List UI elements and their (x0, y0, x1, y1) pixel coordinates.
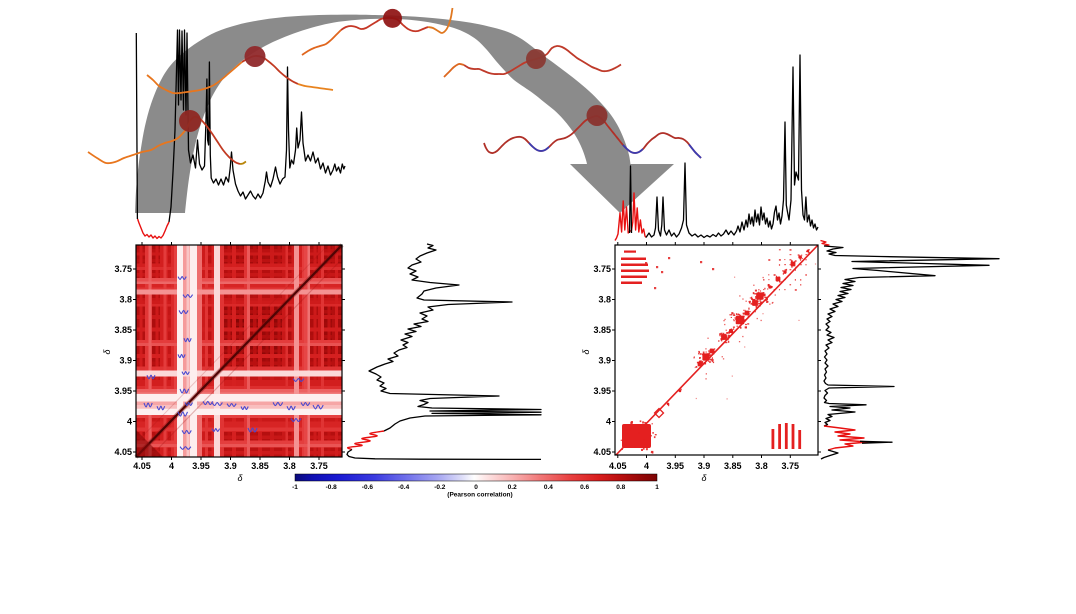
svg-text:4: 4 (169, 461, 174, 471)
svg-text:4.05: 4.05 (609, 461, 627, 471)
svg-text:3.75: 3.75 (114, 264, 132, 274)
svg-text:1: 1 (655, 484, 659, 491)
svg-text:δ: δ (102, 349, 112, 355)
svg-text:3.85: 3.85 (593, 325, 611, 335)
svg-text:δ: δ (701, 473, 707, 483)
svg-text:3.75: 3.75 (593, 264, 611, 274)
svg-text:3.8: 3.8 (598, 295, 611, 305)
svg-text:-1: -1 (292, 484, 298, 491)
svg-text:3.95: 3.95 (192, 461, 210, 471)
svg-text:4: 4 (644, 461, 649, 471)
svg-text:4: 4 (606, 417, 611, 427)
svg-text:(Pearson correlation): (Pearson correlation) (447, 492, 512, 499)
svg-text:4.05: 4.05 (114, 447, 132, 457)
svg-text:-0.8: -0.8 (326, 484, 338, 491)
svg-text:3.75: 3.75 (310, 461, 328, 471)
svg-text:0: 0 (474, 484, 478, 491)
svg-text:-0.6: -0.6 (362, 484, 374, 491)
svg-text:3.85: 3.85 (114, 325, 132, 335)
svg-text:0.4: 0.4 (544, 484, 553, 491)
svg-text:4.05: 4.05 (133, 461, 151, 471)
svg-text:3.95: 3.95 (593, 386, 611, 396)
svg-text:0.8: 0.8 (616, 484, 625, 491)
svg-text:3.8: 3.8 (283, 461, 296, 471)
svg-text:3.95: 3.95 (667, 461, 685, 471)
svg-text:3.95: 3.95 (114, 386, 132, 396)
svg-text:0.2: 0.2 (508, 484, 517, 491)
svg-text:0.6: 0.6 (580, 484, 589, 491)
svg-text:3.9: 3.9 (224, 461, 237, 471)
svg-text:-0.2: -0.2 (434, 484, 446, 491)
svg-text:3.9: 3.9 (698, 461, 711, 471)
svg-text:δ: δ (581, 349, 591, 355)
svg-text:3.8: 3.8 (755, 461, 768, 471)
svg-text:δ: δ (237, 473, 243, 483)
svg-text:3.85: 3.85 (251, 461, 269, 471)
svg-text:3.9: 3.9 (598, 356, 611, 366)
svg-text:3.75: 3.75 (782, 461, 800, 471)
svg-text:4: 4 (127, 417, 132, 427)
svg-text:3.8: 3.8 (119, 295, 132, 305)
svg-text:-0.4: -0.4 (398, 484, 410, 491)
svg-text:3.9: 3.9 (119, 356, 132, 366)
svg-text:4.05: 4.05 (593, 447, 611, 457)
svg-text:3.85: 3.85 (724, 461, 742, 471)
